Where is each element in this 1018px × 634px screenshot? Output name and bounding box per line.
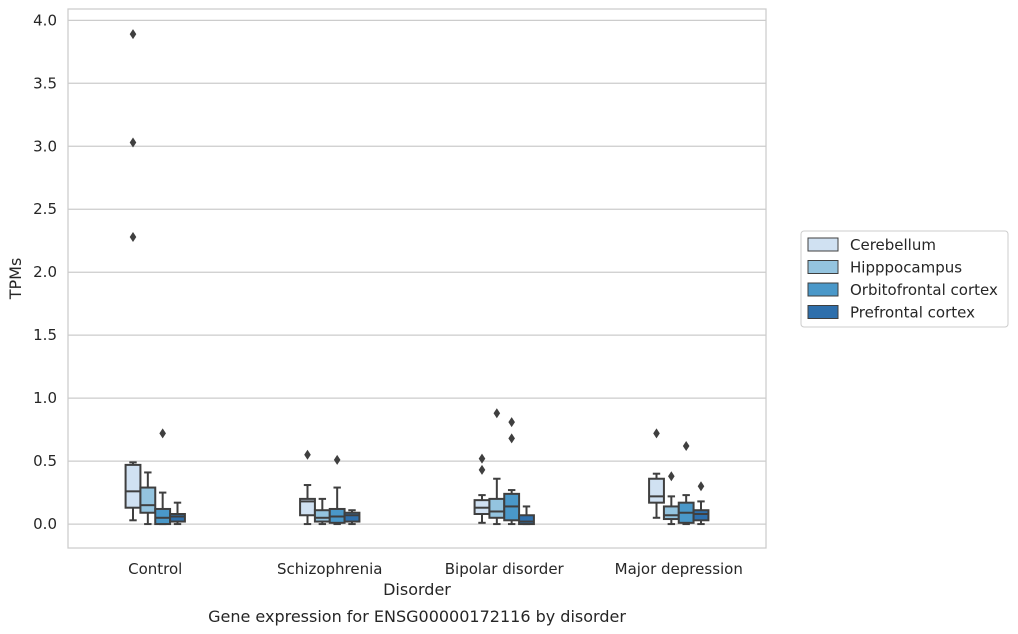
box-prefrontal-cortex (692, 481, 710, 526)
box-prefrontal-cortex (343, 509, 361, 526)
legend: Cerebellum Hipppocampus Orbitofrontal cort… (800, 230, 1009, 328)
box-iqr (692, 509, 710, 522)
box-hipppocampus (662, 471, 680, 526)
box-iqr (488, 497, 506, 519)
box-cerebellum (299, 449, 316, 526)
outlier-marker (697, 481, 705, 492)
y-tick-label: 3.5 (33, 74, 57, 92)
legend-label: Orbitofrontal cortex (850, 281, 998, 299)
box-iqr (124, 463, 142, 509)
x-tick-label: Major depression (615, 560, 743, 578)
box-iqr (662, 505, 680, 521)
box-orbitofrontal-cortex (503, 417, 521, 526)
box-hipppocampus (488, 408, 506, 526)
y-tick-label: 0.5 (33, 452, 57, 470)
x-tick-label: Control (128, 560, 182, 578)
box-iqr (154, 507, 172, 526)
outlier-marker (653, 428, 660, 439)
y-tick-label: 3.0 (33, 137, 57, 155)
box-cerebellum (473, 453, 491, 524)
box-orbitofrontal-cortex (328, 454, 346, 526)
box-orbitofrontal-cortex (677, 440, 695, 526)
box-prefrontal-cortex (518, 505, 535, 526)
gridlines (68, 19, 766, 525)
legend-label: Hipppocampus (850, 259, 962, 277)
boxes (124, 29, 710, 526)
box-iqr (518, 514, 535, 526)
outlier-marker (129, 231, 137, 242)
chart-caption: Gene expression for ENSG00000172116 by d… (208, 607, 626, 626)
x-axis-label: Disorder (383, 580, 451, 599)
box-iqr (343, 511, 361, 523)
y-tick-label: 1.5 (33, 326, 57, 344)
y-tick-label: 4.0 (33, 11, 57, 29)
outlier-marker (129, 29, 137, 40)
x-tick-labels: Control Schizophrenia Bipolar disorder Majo… (128, 560, 743, 578)
box-iqr (299, 497, 316, 517)
box-iqr (648, 477, 665, 504)
box-iqr (169, 512, 186, 523)
box-cerebellum (124, 29, 142, 522)
y-tick-label: 2.0 (33, 263, 57, 281)
box-hipppocampus (313, 497, 331, 526)
legend-item: Cerebellum (807, 236, 936, 254)
outlier-marker (304, 449, 311, 460)
x-tick-label: Schizophrenia (277, 560, 382, 578)
box-iqr (139, 486, 157, 514)
legend-item: Prefrontal cortex (807, 304, 975, 322)
outlier-marker (508, 417, 515, 428)
box-hipppocampus (139, 471, 157, 526)
legend-label: Cerebellum (850, 236, 936, 254)
legend-item: Hipppocampus (807, 259, 962, 277)
y-tick-label: 0.0 (33, 515, 57, 533)
x-tick-label: Bipolar disorder (445, 560, 565, 578)
outlier-marker (333, 454, 341, 465)
outlier-marker (508, 433, 515, 444)
y-tick-labels: 0.0 0.5 1.0 1.5 2.0 2.5 3.0 3.5 4.0 (33, 11, 57, 533)
legend-swatch (807, 305, 839, 319)
outlier-marker (682, 440, 690, 451)
legend-swatch (807, 260, 839, 274)
y-axis-label: TPMs (6, 258, 25, 301)
outlier-marker (478, 453, 486, 464)
legend-swatch (807, 282, 839, 297)
legend-label: Prefrontal cortex (850, 304, 975, 322)
y-tick-label: 1.0 (33, 389, 57, 407)
box-cerebellum (648, 428, 665, 519)
legend-swatch (807, 237, 839, 252)
y-tick-label: 2.5 (33, 200, 57, 218)
box-iqr (313, 509, 331, 523)
outlier-marker (129, 137, 137, 148)
box-prefrontal-cortex (169, 501, 186, 526)
outlier-marker (478, 464, 486, 475)
outlier-marker (493, 408, 501, 419)
outlier-marker (159, 428, 166, 439)
legend-item: Orbitofrontal cortex (807, 281, 998, 299)
box-orbitofrontal-cortex (154, 428, 172, 526)
legend-frame (800, 230, 1009, 328)
outlier-marker (668, 471, 675, 482)
plot-frame (67, 8, 767, 549)
